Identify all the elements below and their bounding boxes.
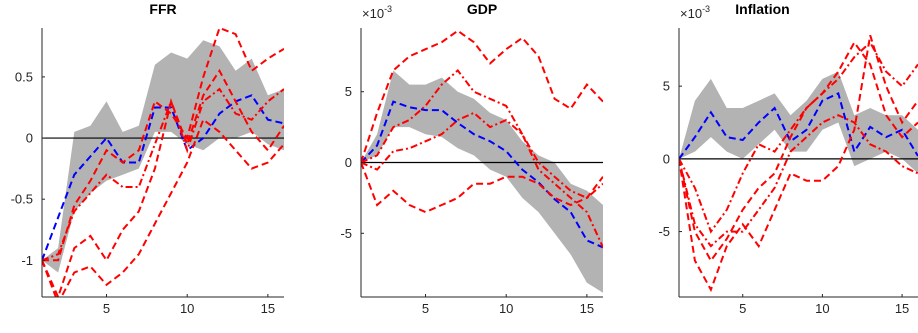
- chart-title-1: GDP: [467, 1, 497, 17]
- x-tick-label: 15: [895, 301, 909, 316]
- panel-1: 5 10 15 -5 0 5 GDP ×10-3: [340, 1, 603, 316]
- alt-line-0-4: [42, 118, 284, 297]
- alt-line-0-1: [42, 28, 284, 262]
- y-tick-label: 0: [663, 151, 670, 166]
- alt-line-2-2: [679, 40, 918, 263]
- y-tick-label: -5: [658, 224, 670, 239]
- y-tick-label: 5: [345, 84, 352, 99]
- alt-line-1-3: [361, 162, 603, 214]
- alt-line-2-4: [679, 35, 918, 293]
- y-tick-label: 5: [663, 79, 670, 94]
- x-tick-label: 10: [180, 301, 194, 316]
- panel-0: 5 10 15 -1 -0.5 0 0.5 FFR: [11, 1, 284, 316]
- plot-area-0: [42, 28, 284, 297]
- y-tick-label: 0: [345, 155, 352, 170]
- alt-line-2-3: [679, 114, 918, 248]
- panel-2: 5 10 15 -5 0 5 Inflation ×10-3: [658, 1, 918, 316]
- alt-line-1-4: [361, 69, 603, 200]
- x-tick-label: 10: [499, 301, 513, 316]
- y-tick-label: 0.5: [15, 69, 33, 84]
- confidence-band-1: [361, 70, 603, 293]
- x-tick-label: 5: [739, 301, 746, 316]
- y-tick-label: -5: [340, 226, 352, 241]
- median-line-1-0: [361, 100, 603, 249]
- x-tick-label: 15: [580, 301, 594, 316]
- axis-exponent-power-2: -3: [702, 4, 710, 14]
- x-tick-label: 15: [261, 301, 275, 316]
- x-tick-label: 5: [422, 301, 429, 316]
- x-tick-label: 10: [815, 301, 829, 316]
- y-tick-label: -1: [21, 253, 33, 268]
- alt-line-1-2: [361, 111, 603, 248]
- chart-title-0: FFR: [149, 1, 176, 17]
- axis-exponent-2: ×10-3: [680, 4, 710, 21]
- median-line-0-0: [42, 94, 284, 261]
- confidence-band-2: [679, 71, 918, 174]
- x-tick-label: 5: [103, 301, 110, 316]
- axis-exponent-1: ×10-3: [362, 4, 392, 21]
- plot-area-2: [679, 35, 918, 293]
- alt-line-2-1: [679, 40, 918, 234]
- chart-title-2: Inflation: [735, 1, 789, 17]
- axis-exponent-power-1: -3: [384, 4, 392, 14]
- median-line-2-0: [679, 92, 918, 160]
- y-tick-label: -0.5: [11, 192, 33, 207]
- alt-line-0-3: [42, 87, 284, 262]
- confidence-band-0: [42, 40, 284, 273]
- alt-line-0-2: [42, 68, 284, 297]
- plot-area-1: [361, 29, 603, 293]
- y-tick-label: 0: [26, 131, 33, 146]
